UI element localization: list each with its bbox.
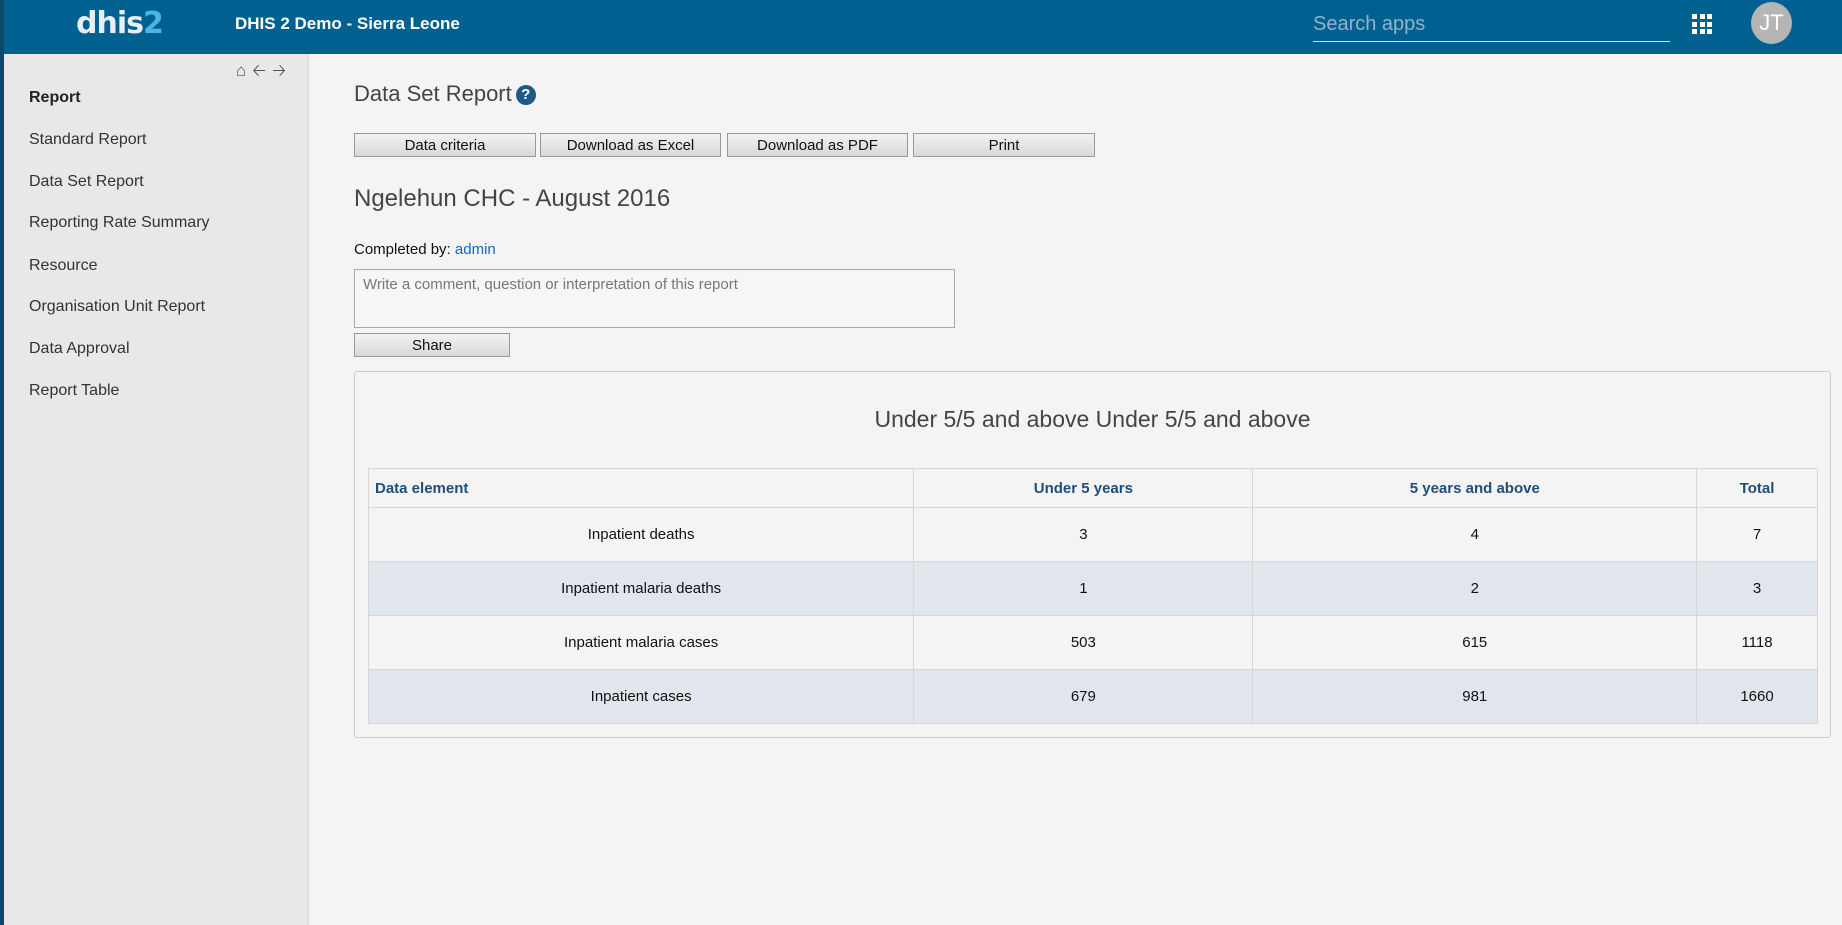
report-panel: Under 5/5 and above Under 5/5 and above … — [354, 371, 1831, 738]
page-title-text: Data Set Report — [354, 81, 512, 106]
panel-title: Under 5/5 and above Under 5/5 and above — [874, 406, 1311, 432]
completed-by-label: Completed by: — [354, 241, 451, 258]
table-cell: 7 — [1696, 507, 1818, 562]
share-button[interactable]: Share — [354, 333, 510, 357]
table-row: Inpatient cases 679 981 1660 — [367, 669, 1818, 724]
home-icon[interactable]: ⌂ — [236, 61, 253, 80]
data-table: Data element Under 5 years 5 years and a… — [367, 468, 1818, 724]
top-header: dhis2 DHIS 2 Demo - Sierra Leone JT — [0, 0, 1842, 54]
table-cell: 1118 — [1696, 615, 1818, 670]
app-title: DHIS 2 Demo - Sierra Leone — [235, 14, 460, 33]
logo-text: dhis — [76, 6, 144, 41]
sidebar: ⌂🡠🡢 Report Standard Report Data Set Repo… — [0, 54, 309, 925]
logo-accent: 2 — [142, 6, 164, 41]
table-cell: 3 — [913, 507, 1254, 562]
table-row: Inpatient malaria cases 503 615 1118 — [367, 615, 1818, 670]
table-cell: 503 — [913, 615, 1254, 670]
print-button[interactable]: Print — [913, 133, 1095, 157]
table-header-row: Data element Under 5 years 5 years and a… — [367, 468, 1818, 508]
report-heading: Ngelehun CHC - August 2016 — [354, 185, 671, 212]
download-pdf-button[interactable]: Download as PDF — [727, 133, 908, 157]
column-header: Total — [1696, 468, 1818, 508]
table-cell: Inpatient deaths — [367, 507, 915, 562]
search-apps-input[interactable] — [1313, 8, 1670, 42]
column-header: Data element — [367, 468, 915, 508]
sidebar-item-standard-report[interactable]: Standard Report — [29, 131, 147, 148]
table-cell: 1660 — [1696, 669, 1818, 724]
column-header: Under 5 years — [913, 468, 1254, 508]
sidebar-item-organisation-unit-report[interactable]: Organisation Unit Report — [29, 298, 206, 315]
nav-icons: ⌂🡠🡢 — [236, 58, 292, 87]
table-row: Inpatient deaths 3 4 7 — [367, 507, 1818, 562]
table-cell: Inpatient malaria deaths — [367, 561, 915, 616]
sidebar-item-report-table[interactable]: Report Table — [29, 382, 120, 399]
arrow-left-icon[interactable]: 🡠 — [252, 61, 273, 80]
table-cell: 4 — [1252, 507, 1698, 562]
user-avatar[interactable]: JT — [1751, 2, 1792, 44]
table-cell: 679 — [913, 669, 1254, 724]
table-cell: 1 — [913, 561, 1254, 616]
dhis2-logo[interactable]: dhis2 — [76, 6, 164, 41]
sidebar-item-data-approval[interactable]: Data Approval — [29, 340, 130, 357]
apps-grid-icon[interactable] — [1692, 14, 1712, 34]
sidebar-item-reporting-rate-summary[interactable]: Reporting Rate Summary — [29, 214, 210, 231]
table-cell: Inpatient malaria cases — [367, 615, 915, 670]
column-header: 5 years and above — [1252, 468, 1698, 508]
table-cell: 615 — [1252, 615, 1698, 670]
sidebar-item-data-set-report[interactable]: Data Set Report — [29, 173, 144, 190]
download-excel-button[interactable]: Download as Excel — [540, 133, 721, 157]
table-cell: 2 — [1252, 561, 1698, 616]
table-cell: 3 — [1696, 561, 1818, 616]
table-cell: Inpatient cases — [367, 669, 915, 724]
completed-by-user-link[interactable]: admin — [454, 241, 496, 258]
arrow-right-icon[interactable]: 🡢 — [272, 61, 292, 80]
table-cell: 981 — [1252, 669, 1698, 724]
sidebar-item-report[interactable]: Report — [29, 89, 81, 106]
help-icon[interactable]: ? — [515, 85, 536, 105]
sidebar-item-resource[interactable]: Resource — [29, 257, 98, 274]
table-row: Inpatient malaria deaths 1 2 3 — [367, 561, 1818, 616]
completed-by: Completed by: admin — [354, 241, 496, 258]
data-criteria-button[interactable]: Data criteria — [354, 133, 536, 157]
comment-input[interactable] — [354, 269, 955, 328]
page-title: Data Set Report? — [354, 81, 536, 107]
